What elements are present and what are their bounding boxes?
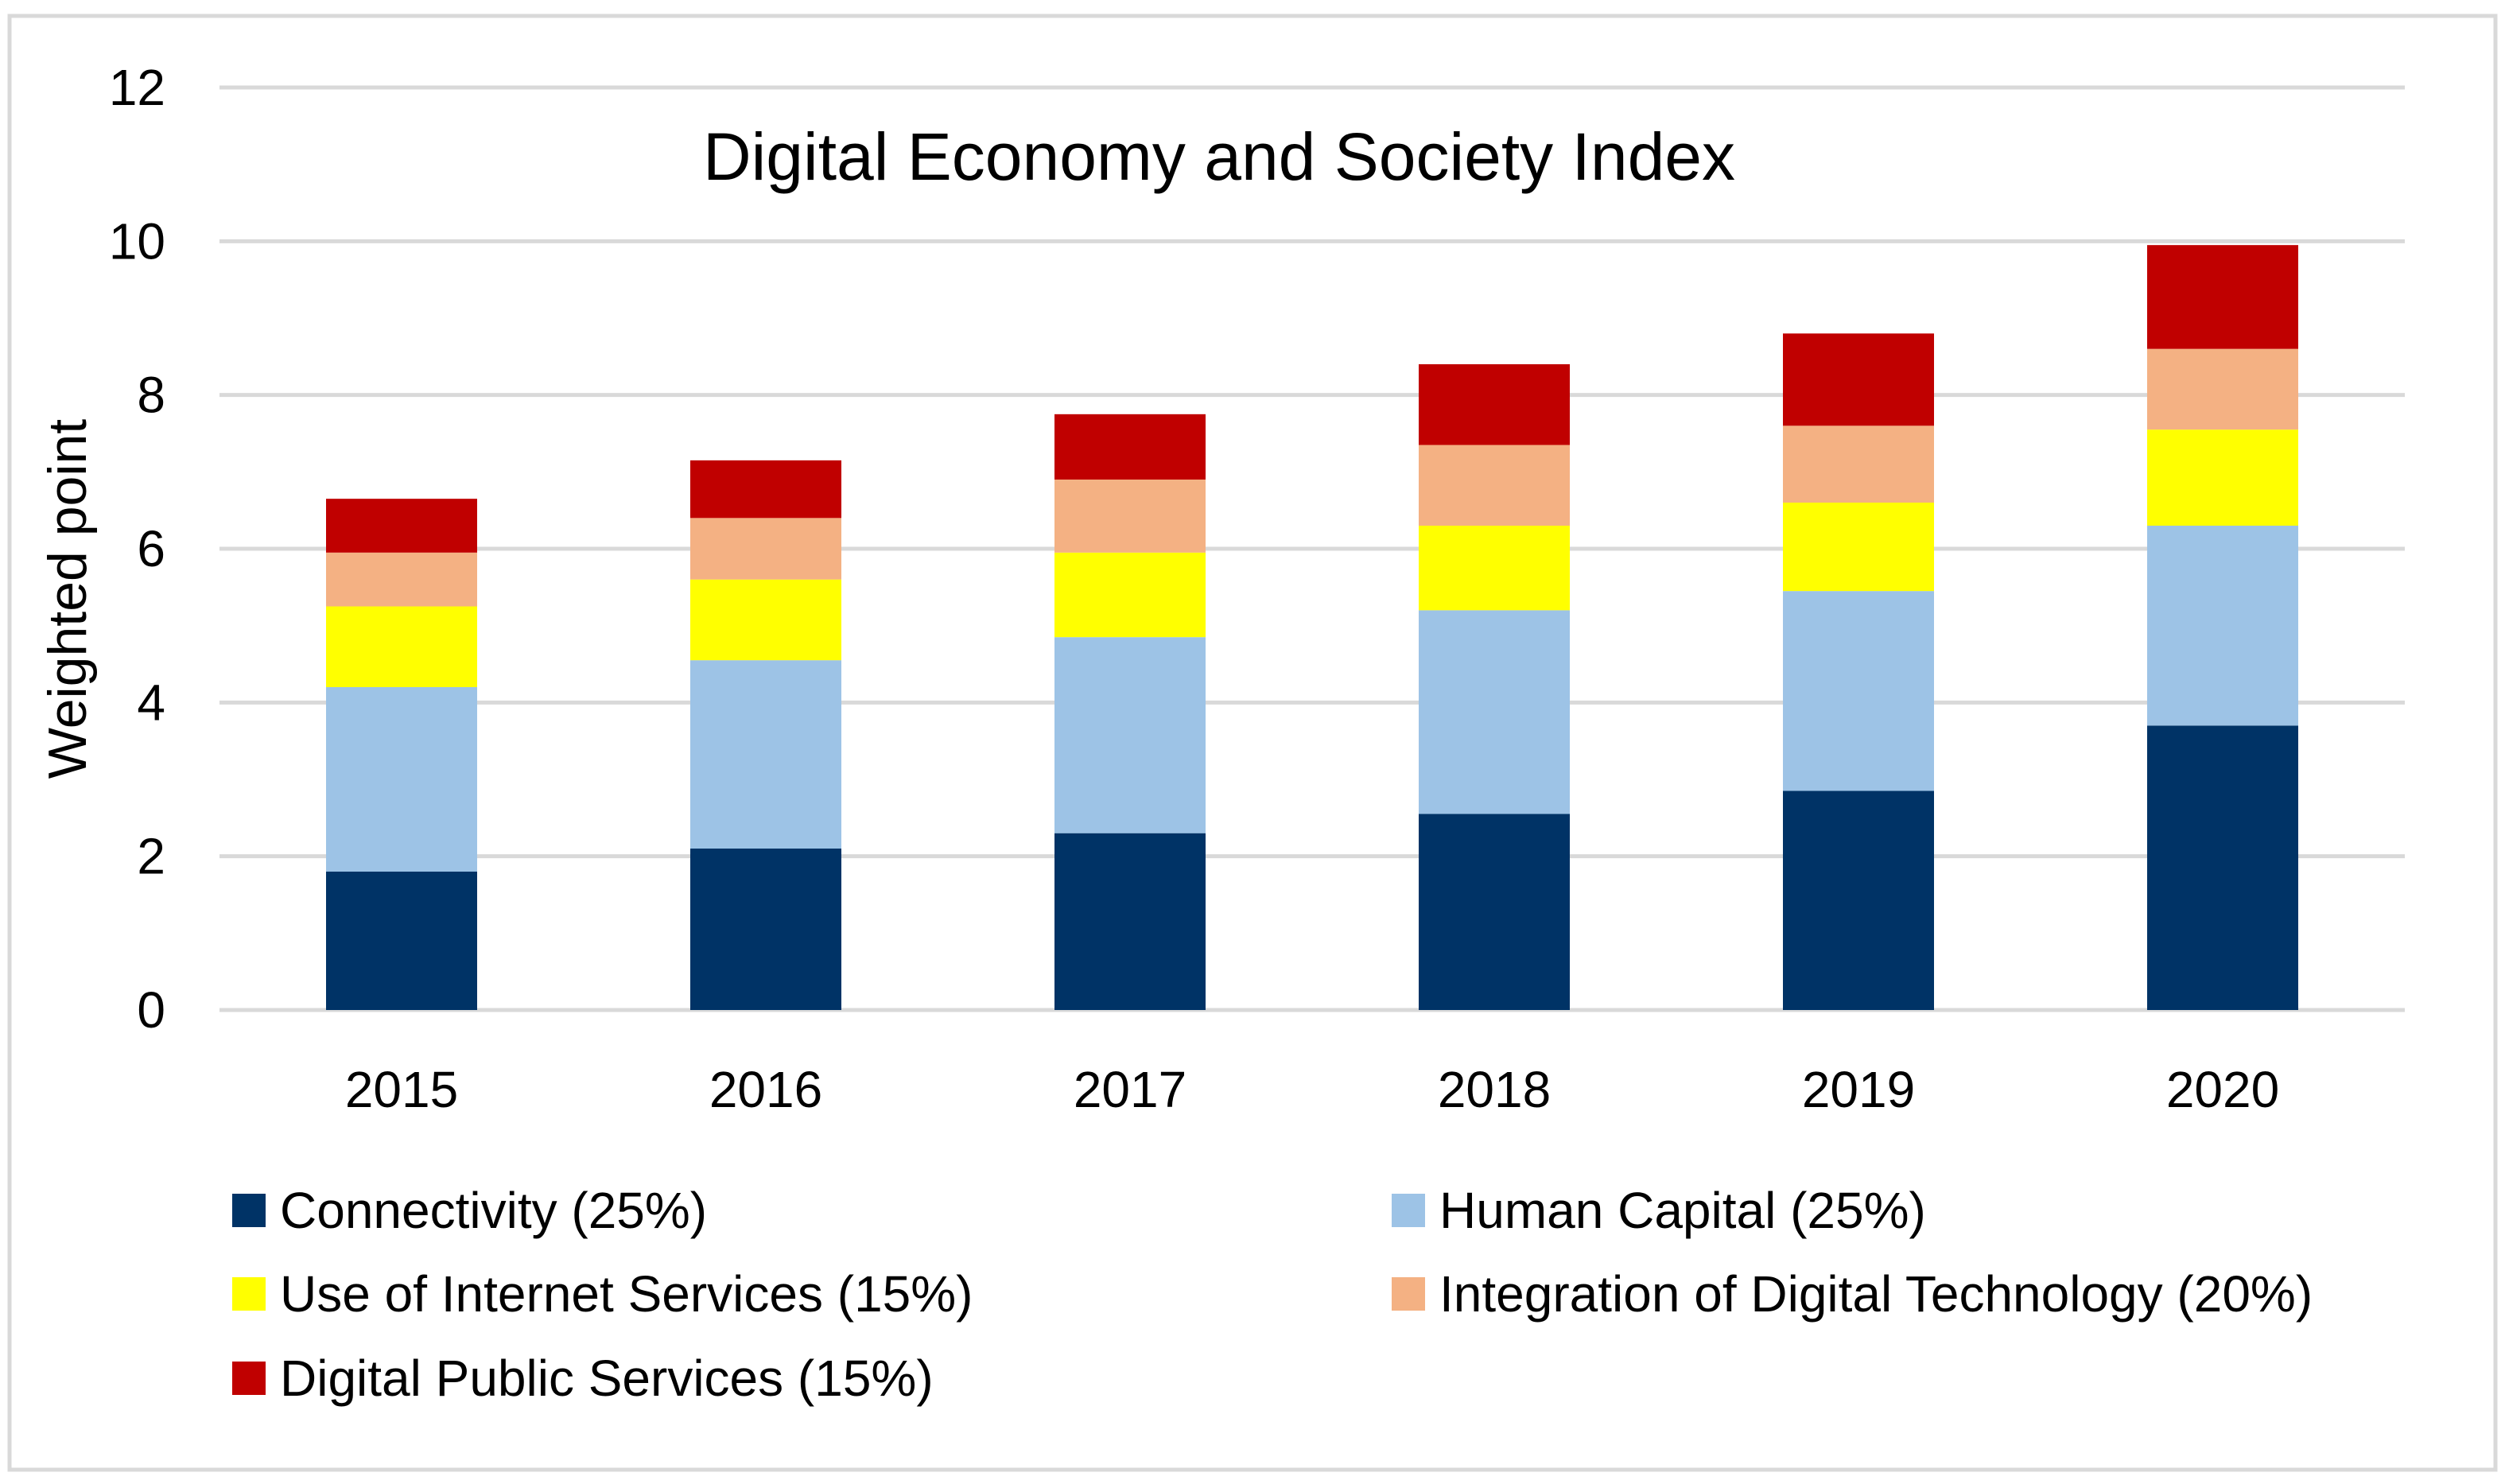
bar-segment: [1419, 526, 1570, 611]
legend-label: Digital Public Services (15%): [280, 1350, 934, 1407]
y-tick-label: 0: [137, 981, 165, 1039]
x-tick-label: 2016: [709, 1061, 822, 1118]
legend-item: Connectivity (25%): [232, 1182, 707, 1239]
y-axis-ticks: 0 2 4 6 8 10 12: [109, 59, 165, 1039]
bar-segment: [326, 552, 477, 607]
bar-segment: [1783, 333, 1934, 426]
legend-label: Connectivity (25%): [280, 1182, 707, 1239]
bar-segment: [1783, 791, 1934, 1010]
legend-item: Digital Public Services (15%): [232, 1350, 934, 1407]
bar-segment: [690, 460, 841, 519]
bar-segment: [326, 606, 477, 687]
legend-label: Integration of Digital Technology (20%): [1439, 1265, 2313, 1323]
legend-item: Human Capital (25%): [1392, 1182, 1926, 1239]
bar-segment: [1054, 833, 1206, 1010]
bar-segment: [690, 660, 841, 849]
bar-segment: [690, 849, 841, 1010]
y-tick-label: 4: [137, 674, 165, 731]
x-tick-label: 2020: [2166, 1061, 2279, 1118]
legend-swatch: [1392, 1194, 1425, 1227]
x-tick-label: 2019: [1802, 1061, 1915, 1118]
legend-label: Use of Internet Services (15%): [280, 1265, 973, 1323]
bar-segment: [326, 687, 477, 872]
legend-label: Human Capital (25%): [1439, 1182, 1926, 1239]
bar-segment: [2147, 725, 2298, 1010]
y-axis-title: Weighted point: [37, 419, 98, 779]
bar-segment: [2147, 429, 2298, 526]
bar-segment: [1783, 591, 1934, 791]
bar-segment: [1054, 414, 1206, 480]
bar-segment: [326, 872, 477, 1010]
bar-segment: [690, 579, 841, 661]
bar-segment: [1783, 425, 1934, 503]
legend-swatch: [1392, 1277, 1425, 1311]
bar-segment: [1054, 480, 1206, 553]
y-tick-label: 12: [109, 59, 165, 116]
y-tick-label: 8: [137, 367, 165, 424]
x-tick-label: 2015: [345, 1061, 458, 1118]
bar-segment: [2147, 348, 2298, 430]
bar-segment: [690, 518, 841, 580]
bar-segment: [1419, 610, 1570, 814]
chart-title: Digital Economy and Society Index: [703, 119, 1735, 194]
legend-swatch: [232, 1277, 266, 1311]
bar-segment: [326, 499, 477, 553]
legend-swatch: [232, 1194, 266, 1227]
bar-segment: [1783, 503, 1934, 592]
x-tick-label: 2017: [1074, 1061, 1186, 1118]
bar-segment: [1419, 364, 1570, 445]
y-tick-label: 10: [109, 212, 165, 270]
x-tick-label: 2018: [1438, 1061, 1551, 1118]
bar-segment: [2147, 245, 2298, 349]
bar-segment: [1419, 814, 1570, 1010]
bar-segment: [2147, 526, 2298, 726]
bar-segment: [1419, 445, 1570, 526]
bars: [326, 245, 2298, 1010]
bar-segment: [1054, 552, 1206, 638]
legend-item: Integration of Digital Technology (20%): [1392, 1265, 2313, 1323]
y-tick-label: 6: [137, 520, 165, 577]
bar-segment: [1054, 637, 1206, 833]
legend-swatch: [232, 1362, 266, 1395]
legend-item: Use of Internet Services (15%): [232, 1265, 973, 1323]
y-tick-label: 2: [137, 828, 165, 885]
x-axis-ticks: 2015 2016 2017 2018 2019 2020: [345, 1061, 2279, 1118]
gridlines: [219, 85, 2405, 1012]
legend: Connectivity (25%) Human Capital (25%) Use…: [232, 1182, 2313, 1407]
